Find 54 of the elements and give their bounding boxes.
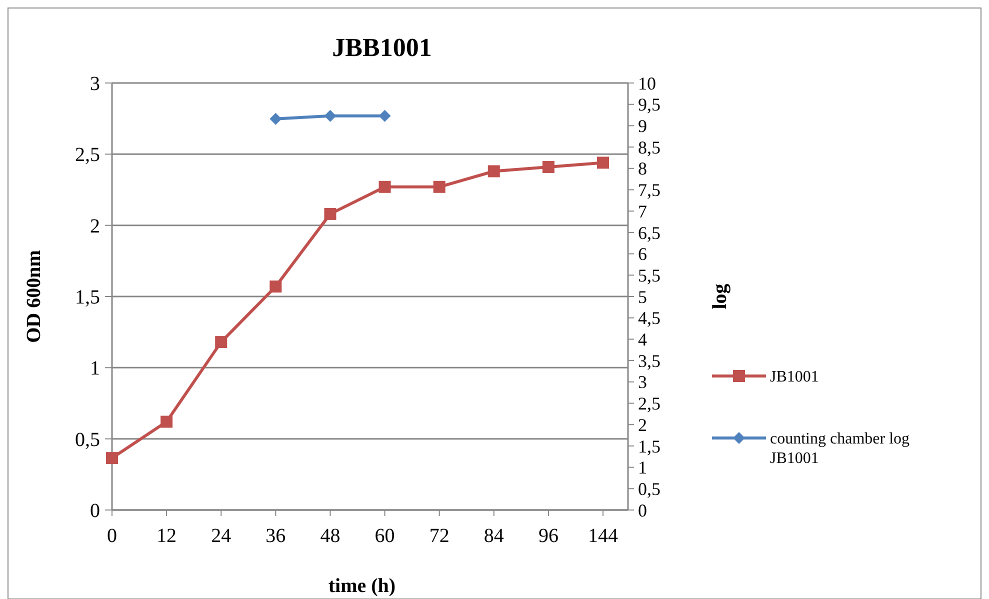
x-tick-label: 84 [484,525,504,547]
y-tick-label: 0,5 [75,428,100,451]
chart-title: JBB1001 [332,33,432,62]
x-tick-label: 144 [588,525,618,547]
x-tick-label: 24 [211,525,232,547]
y2-tick-label: 8 [638,158,647,179]
y2-tick-label: 5,5 [638,265,660,286]
y2-tick-label: 2,5 [638,394,660,414]
y2-tick-label: 4,5 [638,308,660,328]
point [106,452,118,464]
x-tick-label: 72 [429,525,450,547]
point [378,180,391,193]
x-tick-label: 48 [320,525,340,547]
legend-label: counting chamber log JB1001 [770,430,910,467]
point [433,180,446,193]
x-tick-label: 0 [107,525,117,547]
y2-tick-label: 3,5 [638,350,660,371]
y-tick-label: 0 [90,500,100,522]
point [488,165,500,178]
y2-tick-label: 5 [638,286,647,307]
y-tick-label: 2 [90,215,100,238]
y2-tick-label: 9 [638,116,647,136]
y2-tick-label: 0,5 [638,478,660,499]
y2-tick-label: 8,5 [638,137,660,158]
y2-tick-label: 6 [638,244,647,264]
y2-tick-label: 10 [638,73,656,94]
x-tick-label: 60 [374,525,395,547]
x-tick-label: 36 [266,525,286,547]
y2-tick-label: 1,5 [638,436,660,456]
y2-tick-label: 6,5 [638,222,660,243]
x-axis-title: time (h) [328,575,396,597]
y-tick-label: 2,5 [75,144,100,166]
y-axis-title: OD 600nm [23,250,45,343]
legend-label: JB1001 [770,368,819,386]
y-tick-label: 3 [90,73,100,95]
y2-tick-label: 7,5 [638,180,660,200]
y2-tick-label: 4 [638,330,647,350]
y2-tick-label: 0 [638,500,647,520]
y-tick-label: 1 [90,358,100,380]
point [215,336,228,348]
x-tick-label: 12 [156,525,177,547]
point [597,156,609,169]
y2-tick-label: 3 [638,372,647,392]
point [542,160,554,173]
point [160,416,173,428]
y2-tick-label: 7 [638,201,647,222]
x-tick-label: 96 [538,525,558,547]
y2-tick-label: 1 [638,458,647,478]
point [270,280,282,293]
y2-axis-title: log [709,284,731,310]
y-tick-label: 1,5 [75,286,100,308]
point [324,208,336,220]
y2-tick-label: 2 [638,414,647,435]
y2-tick-label: 9,5 [638,94,660,115]
